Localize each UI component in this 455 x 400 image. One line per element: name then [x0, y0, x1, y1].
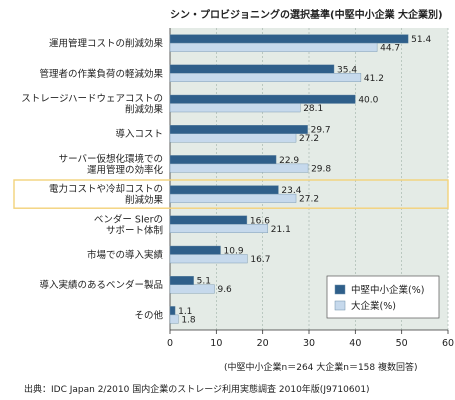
- data-label: 23.4: [281, 186, 301, 196]
- category-label: 市場での導入実績: [87, 249, 164, 261]
- bar-sme: [169, 306, 176, 316]
- data-label: 51.4: [411, 35, 431, 45]
- bar-sme: [169, 64, 335, 74]
- data-label: 5.1: [197, 277, 211, 287]
- data-label: 28.1: [303, 104, 323, 114]
- x-tick-label: 0: [167, 338, 173, 349]
- bar-sme: [169, 185, 279, 195]
- x-tick-label: 10: [210, 338, 222, 349]
- category-label: ストレージハードウェアコストの: [21, 94, 163, 105]
- data-label: 16.6: [250, 216, 270, 226]
- data-label: 21.1: [271, 225, 291, 235]
- highlight-box: [13, 179, 449, 209]
- legend-box: [326, 275, 440, 319]
- data-label: 35.4: [337, 65, 357, 75]
- chart-title: シン・プロビジョニングの選択基準(中堅中小企業 大企業別): [170, 10, 443, 21]
- bar-large: [169, 42, 378, 52]
- data-label: 40.0: [358, 96, 378, 106]
- data-label: 44.7: [380, 44, 400, 54]
- x-tick-label: 20: [257, 338, 269, 349]
- data-label: 29.7: [311, 126, 331, 136]
- data-label: 9.6: [217, 285, 232, 295]
- data-label: 10.9: [224, 247, 244, 257]
- bar-sme: [169, 34, 409, 44]
- category-label: 削減効果: [125, 194, 164, 206]
- x-tick-label: 40: [349, 338, 361, 349]
- bar-large: [169, 163, 309, 173]
- bar-sme: [169, 155, 277, 165]
- legend-label: 大企業(%): [351, 300, 396, 312]
- data-label: 1.1: [178, 307, 192, 317]
- data-label: 41.2: [364, 74, 384, 84]
- bar-large: [169, 254, 248, 264]
- data-label: 22.9: [279, 156, 299, 166]
- x-tick-label: 60: [442, 338, 454, 349]
- legend-swatch: [334, 284, 346, 295]
- data-label: 16.7: [250, 255, 270, 265]
- bar-sme: [169, 215, 248, 225]
- x-tick-label: 30: [303, 338, 315, 349]
- category-label: 運用管理の効率化: [87, 164, 164, 176]
- bar-large: [169, 73, 362, 83]
- category-label: サーバー仮想化環境での: [59, 153, 163, 165]
- bar-large: [169, 193, 297, 203]
- category-label: 導入コスト: [115, 128, 163, 140]
- category-label: その他: [134, 309, 163, 321]
- category-label: 運用管理コストの削減効果: [49, 38, 164, 50]
- category-label: 電力コストや冷却コストの: [49, 183, 163, 195]
- source-note: 出典：IDC Japan 2/2010 国内企業のストレージ利用実態調査 201…: [24, 385, 370, 395]
- bar-large: [169, 314, 179, 324]
- bar-large: [169, 103, 301, 113]
- category-label: 導入実績のあるベンダー製品: [39, 279, 163, 291]
- bar-large: [169, 284, 215, 294]
- category-label: 管理者の作業負荷の軽減効果: [39, 68, 163, 80]
- legend-swatch: [334, 300, 346, 311]
- bar-large: [169, 224, 268, 234]
- bar-large: [169, 133, 297, 143]
- category-label: 削減効果: [125, 104, 164, 116]
- data-label: 27.2: [299, 134, 319, 144]
- bar-sme: [169, 94, 356, 104]
- legend-label: 中堅中小企業(%): [351, 284, 424, 296]
- bar-sme: [169, 124, 308, 134]
- data-label: 29.8: [311, 164, 331, 174]
- category-label: ベンダー SIerの: [94, 213, 163, 225]
- bar-sme: [169, 276, 194, 285]
- data-label: 27.2: [299, 195, 319, 205]
- sample-size-note: (中堅中小企業n＝264 大企業n＝158 複数回答): [224, 363, 418, 373]
- data-label: 1.8: [181, 315, 196, 325]
- category-label: サポート体制: [106, 224, 163, 236]
- x-tick-label: 50: [396, 338, 408, 349]
- bar-sme: [169, 245, 221, 255]
